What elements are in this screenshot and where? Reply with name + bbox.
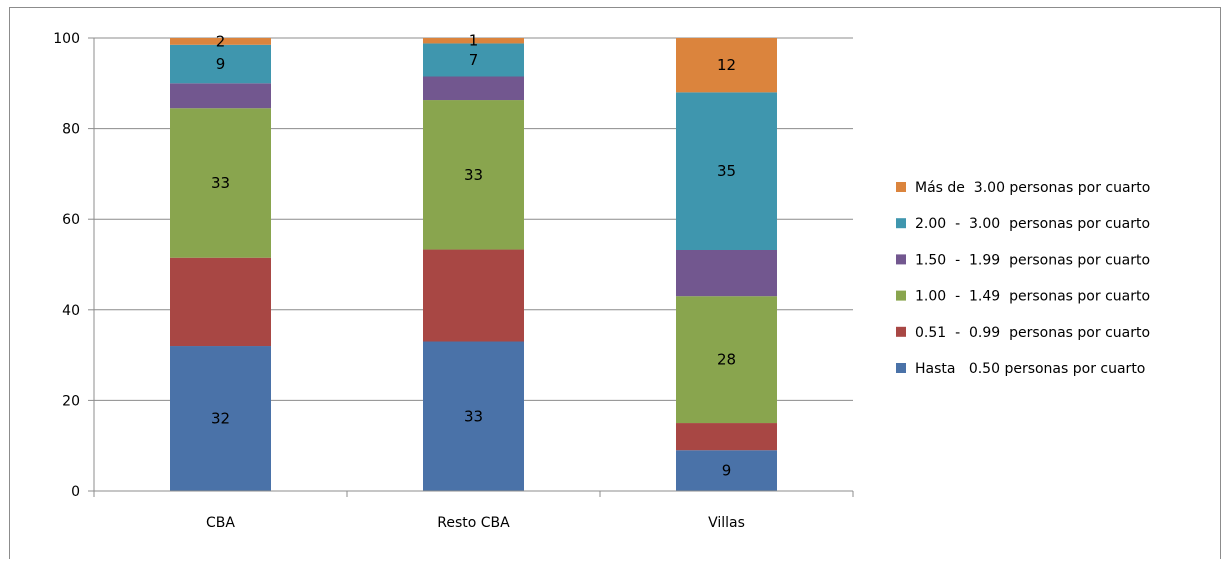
axes: 0 20 40 60 80 100 CBA Resto CBA Villas [53, 31, 854, 531]
y-tick-label: 0 [71, 484, 80, 500]
y-tick-label: 20 [62, 393, 80, 409]
bar-segment [170, 38, 271, 45]
legend: Más de 3.00 personas por cuarto 2.00 - 3.… [896, 180, 1150, 377]
bar-segment [170, 44, 271, 84]
legend-swatch [896, 218, 906, 229]
bar-segment [676, 296, 777, 424]
legend-swatch [896, 254, 906, 265]
bar-segment [423, 100, 524, 250]
data-label: 35 [717, 162, 736, 180]
chart-frame [9, 7, 1221, 559]
legend-label: 2.00 - 3.00 personas por cuarto [915, 216, 1150, 232]
bar-segment [423, 76, 524, 101]
data-label: 12 [717, 56, 736, 74]
y-tick-label: 100 [53, 31, 80, 47]
legend-label: 0.51 - 0.99 personas por cuarto [915, 325, 1150, 341]
bars: 32 33 9 2 33 33 71 9 28 35 12 [170, 32, 777, 491]
bar-segment [423, 341, 524, 491]
legend-swatch [896, 326, 906, 337]
bar-segment [423, 43, 524, 77]
bar-segment [423, 38, 524, 44]
legend-label: Hasta 0.50 personas por cuarto [915, 361, 1145, 377]
bar-segment [170, 346, 271, 491]
legend-swatch [896, 182, 906, 192]
bar-segment [676, 450, 777, 491]
y-tick-label: 40 [62, 303, 80, 319]
y-tick-label: 60 [62, 212, 80, 228]
data-label: 32 [211, 410, 230, 428]
legend-label: 1.00 - 1.49 personas por cuarto [915, 289, 1150, 305]
data-label: 9 [722, 462, 732, 480]
bar-segment [170, 257, 271, 347]
x-category-label: Villas [708, 515, 745, 531]
legend-swatch [896, 363, 906, 373]
data-label: 7 [469, 51, 479, 69]
data-label: 9 [216, 55, 226, 73]
bar-segment [170, 108, 271, 258]
data-label: 28 [717, 351, 736, 369]
legend-label: 1.50 - 1.99 personas por cuarto [915, 252, 1150, 268]
legend-swatch [896, 290, 906, 301]
data-label: 33 [464, 407, 483, 425]
legend-label: Más de 3.00 personas por cuarto [915, 180, 1150, 196]
bar-segment [676, 250, 777, 297]
bar-segment [170, 83, 271, 109]
data-label: 33 [211, 174, 230, 192]
x-category-label: Resto CBA [437, 515, 510, 531]
x-category-label: CBA [206, 515, 235, 531]
data-label: 33 [464, 166, 483, 184]
y-tick-label: 80 [62, 122, 80, 138]
bar-segment [676, 423, 777, 451]
bar-segment [423, 249, 524, 342]
data-label: 1 [469, 32, 479, 50]
data-label: 2 [216, 32, 226, 50]
bar-segment [676, 38, 777, 93]
bar-segment [676, 92, 777, 251]
